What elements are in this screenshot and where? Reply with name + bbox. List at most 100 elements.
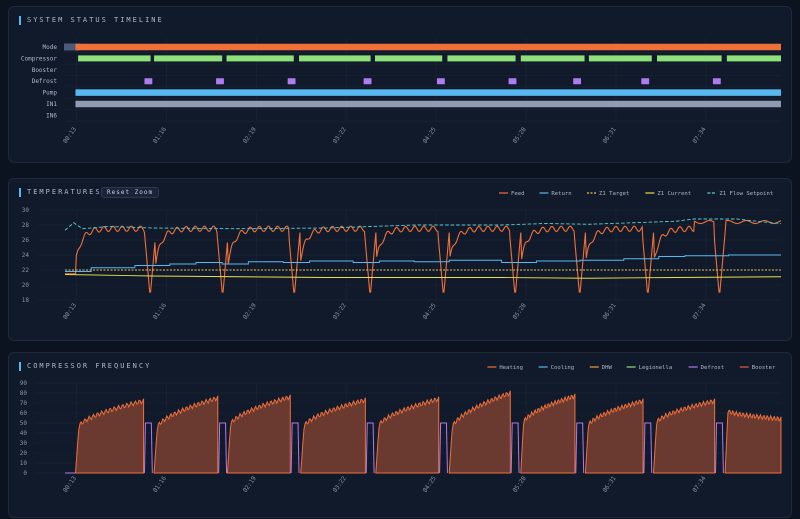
legend-label: Cooling <box>551 365 575 371</box>
temp-series-line <box>64 274 782 279</box>
freq-xtick-label: 00:13 <box>62 475 78 494</box>
timeline-segment <box>75 89 782 96</box>
legend-label: DHW <box>602 365 613 371</box>
legend-label: Heating <box>499 365 523 371</box>
legend-label: Return <box>551 191 571 197</box>
timeline-xtick-label: 00:13 <box>62 126 78 145</box>
timeline-segment <box>144 78 153 85</box>
timeline-xtick-label: 06:31 <box>602 126 618 145</box>
freq-xtick-label: 02:19 <box>242 475 258 494</box>
defrost-line <box>218 422 228 474</box>
freq-xtick-label: 05:28 <box>512 475 528 494</box>
timeline-row-label: IN1 <box>46 101 57 108</box>
freq-xtick-label: 01:16 <box>152 475 168 494</box>
temp-xtick-label: 07:34 <box>691 302 707 321</box>
legend-label: Defrost <box>701 365 725 371</box>
timeline-segment <box>447 55 516 62</box>
defrost-line <box>715 422 724 474</box>
temp-xtick-label: 01:16 <box>152 302 168 321</box>
heating-area <box>584 398 644 474</box>
timeline-row-label: Compressor <box>21 55 58 62</box>
timeline-segment <box>78 55 151 62</box>
legend-label: Z1 Flow Setpoint <box>719 191 773 197</box>
temp-xtick-label: 02:19 <box>242 302 258 321</box>
freq-xtick-label: 06:31 <box>602 475 618 494</box>
timeline-row-label: Defrost <box>32 78 58 85</box>
timeline-segment <box>508 78 517 85</box>
defrost-line <box>643 422 653 474</box>
defrost-line <box>365 422 375 474</box>
temp-ytick-label: 20 <box>22 282 30 289</box>
timeline-segment <box>588 55 652 62</box>
timeline-xtick-label: 07:34 <box>691 126 707 145</box>
timeline-segment <box>299 55 371 62</box>
freq-xtick-label: 04:25 <box>422 475 438 494</box>
timeline-row-label: Booster <box>32 67 58 74</box>
freq-ytick-label: 60 <box>20 410 28 417</box>
heating-area <box>153 395 219 474</box>
timeline-title: System Status Timeline <box>19 16 164 25</box>
freq-xtick-label: 03:22 <box>332 475 348 494</box>
heating-area <box>74 398 145 474</box>
legend-label: Z1 Current <box>657 191 691 197</box>
temp-ytick-label: 26 <box>22 237 30 244</box>
defrost-line <box>575 422 585 474</box>
heating-area <box>652 398 716 474</box>
temp-xtick-label: 00:13 <box>62 302 78 321</box>
temp-ytick-label: 30 <box>22 207 30 214</box>
compressor-title: Compressor Frequency <box>19 362 151 371</box>
timeline-segment <box>75 43 782 51</box>
defrost-line <box>143 422 153 474</box>
temp-xtick-label: 06:31 <box>602 302 618 321</box>
timeline-segment <box>226 55 294 62</box>
timeline-panel: System Status Timeline <box>8 6 792 163</box>
timeline-xtick-label: 02:19 <box>242 126 258 145</box>
freq-ytick-label: 70 <box>20 400 28 407</box>
freq-ytick-label: 40 <box>20 430 28 437</box>
freq-ytick-label: 10 <box>20 460 28 467</box>
timeline-segment <box>363 78 372 85</box>
timeline-segment <box>287 78 296 85</box>
legend-label: Booster <box>752 365 776 371</box>
timeline-row-label: IN6 <box>46 112 57 119</box>
heating-area <box>448 390 511 474</box>
timeline-row-label: Mode <box>43 44 58 51</box>
temp-series-line <box>64 218 782 231</box>
timeline-segment <box>520 55 585 62</box>
timeline-segment <box>154 55 223 62</box>
timeline-segment <box>75 100 782 108</box>
legend-label: Z1 Target <box>599 191 629 197</box>
temp-ytick-label: 24 <box>22 252 30 259</box>
temp-ytick-label: 18 <box>22 297 30 304</box>
legend-label: Feed <box>511 191 524 197</box>
freq-ytick-label: 0 <box>23 470 27 477</box>
freq-ytick-label: 90 <box>20 380 28 387</box>
heating-area <box>375 396 440 474</box>
timeline-segment <box>64 43 81 51</box>
freq-ytick-label: 50 <box>20 420 28 427</box>
timeline-segment <box>641 78 650 85</box>
freq-ytick-label: 80 <box>20 390 28 397</box>
defrost-line <box>510 422 520 474</box>
temp-ytick-label: 28 <box>22 222 30 229</box>
defrost-line <box>290 422 300 474</box>
heating-area <box>300 397 366 474</box>
timeline-segment <box>573 78 582 85</box>
heating-area <box>226 394 291 474</box>
temp-xtick-label: 04:25 <box>422 302 438 321</box>
timeline-segment <box>374 55 443 62</box>
reset-zoom-button[interactable]: Reset Zoom <box>101 187 160 198</box>
temp-series-line <box>65 254 781 272</box>
defrost-line <box>439 422 448 474</box>
freq-ytick-label: 30 <box>20 440 28 447</box>
heating-area <box>724 409 782 474</box>
temp-xtick-label: 03:22 <box>332 302 348 321</box>
timeline-segment <box>657 55 722 62</box>
timeline-xtick-label: 04:25 <box>422 126 438 145</box>
freq-xtick-label: 07:34 <box>691 475 707 494</box>
timeline-segment <box>712 78 721 85</box>
temp-ytick-label: 22 <box>22 267 30 274</box>
timeline-segment <box>436 78 445 85</box>
timeline-xtick-label: 03:22 <box>332 126 348 145</box>
